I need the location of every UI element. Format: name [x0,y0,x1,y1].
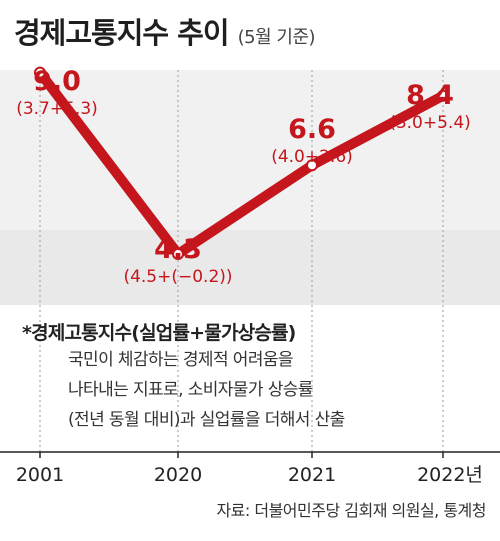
data-value-label: 9.0 [33,66,81,97]
source-note: 자료: 더불어민주당 김회재 의원실, 통계청 [216,501,486,520]
series-line [35,67,448,260]
data-value-label: 4.3 [154,234,202,265]
data-breakdown-label: (3.0+5.4) [389,113,471,133]
data-value-label: 8.4 [406,80,454,111]
data-value-label: 6.6 [288,114,336,145]
chart-band-lower [0,230,500,305]
x-tick-label: 2022년 [417,464,483,486]
x-tick-label: 2020 [154,464,202,486]
data-breakdown-label: (4.0+2.6) [271,147,353,167]
x-tick-label: 2021 [288,464,336,486]
footnote-heading: *경제고통지수(실업률+물가상승률) [22,322,296,344]
data-point [437,89,449,102]
data-breakdown-label: (3.7+5.3) [16,99,98,119]
data-point [306,159,318,172]
footnote: *경제고통지수(실업률+물가상승률) 국민이 체감하는 경제적 어려움을 나타내… [22,318,482,435]
footnote-line: 나타내는 지표로, 소비자물가 상승률 [68,380,313,400]
footnote-line: 국민이 체감하는 경제적 어려움을 [68,350,294,370]
x-tick-label: 2001 [16,464,64,486]
data-point [172,248,184,261]
chart-subtitle: (5월 기준) [237,27,316,48]
data-breakdown-label: (4.5+(−0.2)) [123,267,232,287]
chart-title: 경제고통지수 추이 (5월 기준) [14,10,316,52]
footnote-line: (전년 동월 대비)과 실업률을 더해서 산출 [68,410,345,430]
chart-title-text: 경제고통지수 추이 [14,16,230,50]
data-point [34,66,46,79]
